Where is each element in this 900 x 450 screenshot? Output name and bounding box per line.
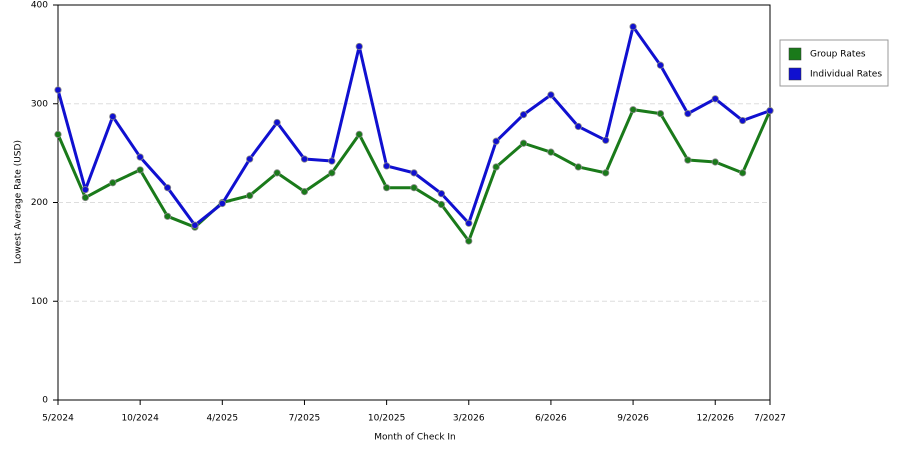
data-point <box>602 169 610 177</box>
data-point <box>547 148 555 156</box>
legend-swatch <box>788 67 802 81</box>
data-point <box>629 106 637 114</box>
data-point <box>273 169 281 177</box>
data-point <box>246 155 254 163</box>
y-tick-label: 100 <box>31 297 48 307</box>
data-point <box>547 91 555 99</box>
y-tick-label: 200 <box>31 198 48 208</box>
data-point <box>54 130 62 138</box>
data-point <box>136 166 144 174</box>
y-axis-label: Lowest Average Rate (USD) <box>14 140 24 264</box>
data-point <box>656 110 665 118</box>
data-point <box>273 118 281 127</box>
x-tick-label: 10/2025 <box>368 414 405 424</box>
data-point <box>739 169 747 177</box>
data-point <box>355 130 363 138</box>
data-point <box>109 112 117 121</box>
data-point <box>519 139 528 147</box>
data-point <box>136 153 144 161</box>
x-tick-label: 9/2026 <box>617 414 649 424</box>
x-tick-label: 4/2025 <box>206 414 238 424</box>
data-point <box>437 200 445 209</box>
data-point <box>191 221 199 229</box>
legend-label: Group Rates <box>810 50 866 60</box>
x-tick-label: 7/2027 <box>754 414 786 424</box>
x-tick-label: 7/2025 <box>289 414 321 424</box>
data-point <box>492 137 500 145</box>
data-point <box>328 169 336 177</box>
data-point <box>684 110 692 118</box>
data-point <box>465 219 473 227</box>
data-point <box>81 193 89 202</box>
legend-label: Individual Rates <box>810 70 882 80</box>
data-point <box>656 61 665 69</box>
data-point <box>437 190 445 198</box>
data-point <box>739 116 747 125</box>
data-point <box>383 184 391 192</box>
data-point <box>218 199 226 208</box>
data-point <box>410 169 418 177</box>
data-point <box>328 157 336 165</box>
data-point <box>766 107 774 115</box>
x-tick-label: 5/2024 <box>42 414 74 424</box>
data-point <box>465 237 473 245</box>
data-point <box>81 186 89 194</box>
data-point <box>54 86 62 94</box>
data-point <box>602 136 610 144</box>
x-axis-label: Month of Check In <box>374 433 456 443</box>
data-point <box>711 95 719 103</box>
data-point <box>383 162 391 170</box>
y-tick-label: 0 <box>42 396 48 406</box>
data-point <box>519 111 528 119</box>
data-point <box>629 23 637 31</box>
data-point <box>684 156 692 164</box>
x-tick-label: 6/2026 <box>535 414 567 424</box>
y-tick-label: 400 <box>31 1 48 11</box>
data-point <box>246 191 254 200</box>
data-point <box>711 158 719 166</box>
data-point <box>163 212 172 220</box>
data-point <box>109 179 117 187</box>
x-tick-label: 12/2026 <box>697 414 735 424</box>
data-point <box>163 184 172 192</box>
legend-swatch <box>788 47 802 61</box>
data-point <box>355 42 363 51</box>
data-point <box>300 155 309 163</box>
x-tick-label: 3/2026 <box>453 414 485 424</box>
data-point <box>300 188 309 196</box>
data-point <box>574 163 582 171</box>
y-tick-label: 300 <box>31 99 48 109</box>
data-point <box>574 122 582 131</box>
x-tick-label: 10/2024 <box>121 414 159 424</box>
data-point <box>410 184 418 192</box>
series-line <box>56 25 771 227</box>
data-point <box>492 163 500 171</box>
